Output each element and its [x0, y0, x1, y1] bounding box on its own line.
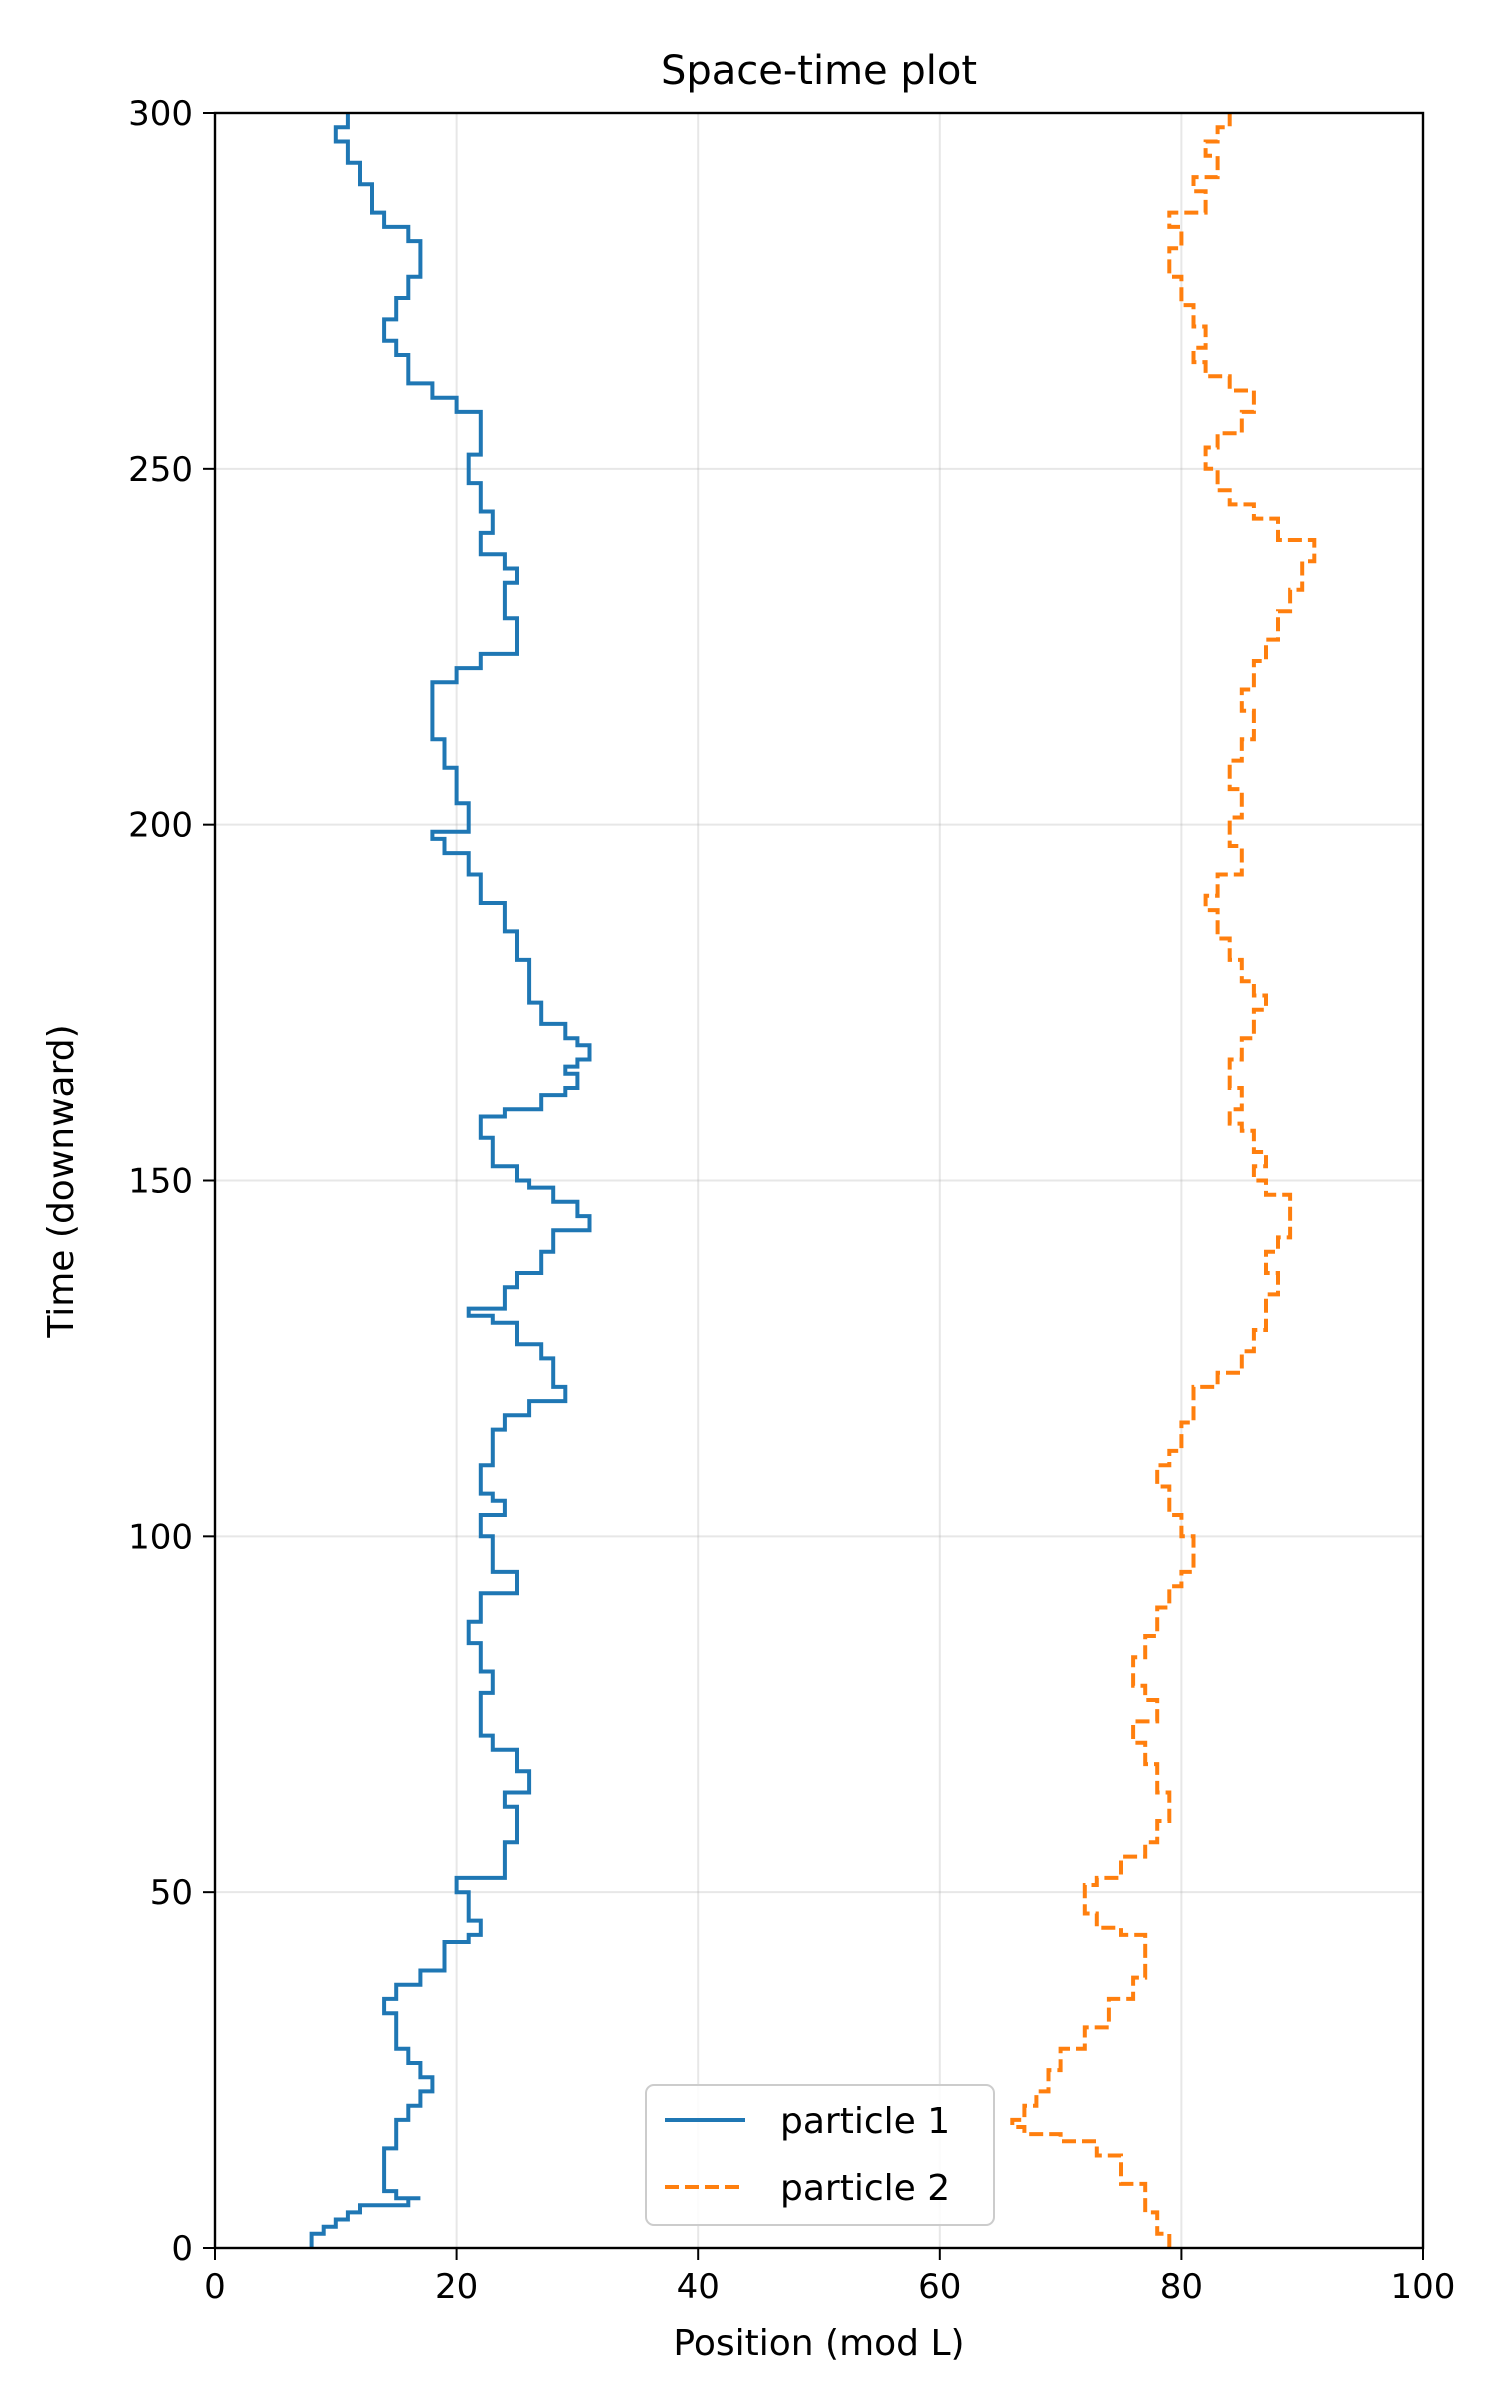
x-axis-label: Position (mod L)	[673, 2323, 964, 2364]
x-tick-label: 0	[204, 2267, 226, 2307]
x-tick-label: 40	[677, 2267, 720, 2307]
y-tick-label: 0	[171, 2229, 193, 2269]
y-tick-label: 200	[128, 806, 193, 846]
legend-label-particle-2: particle 2	[780, 2168, 950, 2209]
series-line-particle-1	[309, 113, 592, 2248]
y-tick-label: 300	[128, 94, 193, 134]
series-layer	[309, 113, 1317, 2248]
y-tick-label: 150	[128, 1162, 193, 1202]
legend: particle 1 particle 2	[645, 2084, 995, 2226]
legend-label-particle-1: particle 1	[780, 2101, 950, 2142]
x-tick-label: 60	[918, 2267, 961, 2307]
x-tick-label: 20	[435, 2267, 478, 2307]
y-tick-label: 100	[128, 1517, 193, 1557]
y-tick-label: 250	[128, 450, 193, 490]
x-tick-label: 100	[1391, 2267, 1456, 2307]
chart-title: Space-time plot	[661, 48, 977, 94]
y-tick-label: 50	[150, 1873, 193, 1913]
axis-ticks: 0 20 40 60 80 100 0 50 100 150 200 250 300	[128, 94, 1455, 2307]
x-tick-label: 80	[1160, 2267, 1203, 2307]
y-axis-label: Time (downward)	[41, 1024, 82, 1338]
